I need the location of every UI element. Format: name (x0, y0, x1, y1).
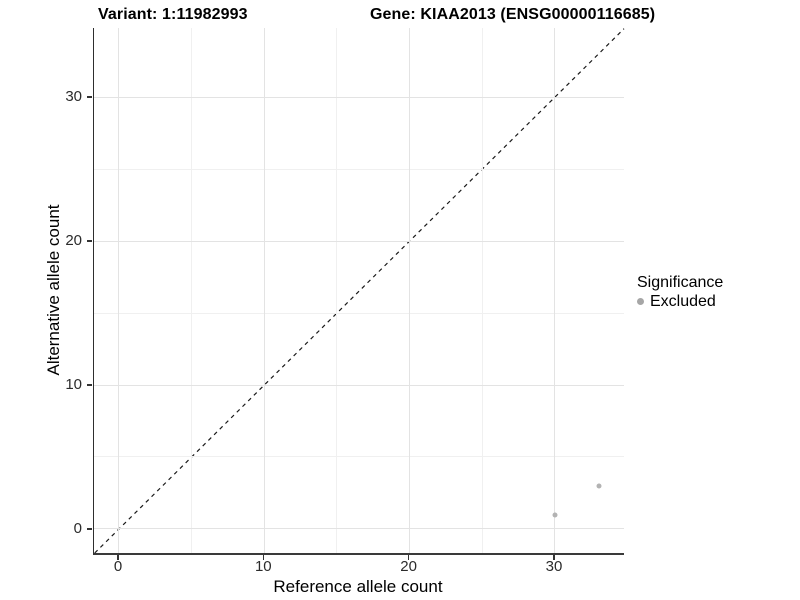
x-tick-mark (553, 555, 555, 560)
legend-point-swatch (637, 298, 644, 305)
plot-title-variant: Variant: 1:11982993 (98, 6, 248, 23)
gridline-y-major (94, 240, 624, 242)
gridline-x-major (554, 28, 556, 553)
y-tick-mark (87, 96, 92, 98)
x-tick-mark (117, 555, 119, 560)
gridline-x-major (409, 28, 411, 553)
x-tick-label: 30 (545, 558, 563, 575)
plot-panel (93, 28, 625, 555)
y-axis-title: Alternative allele count (44, 204, 63, 376)
x-axis-title: Reference allele count (273, 577, 443, 596)
gridline-x-minor (336, 28, 338, 553)
x-tick-mark (262, 555, 265, 560)
gridline-x-minor (481, 28, 483, 553)
identity-line-layer (94, 28, 625, 554)
x-tick-label: 10 (254, 558, 272, 575)
x-tick-label: 20 (400, 558, 417, 575)
legend-title: Significance (637, 274, 724, 291)
gridline-y-major (94, 96, 624, 98)
gridline-y-minor (94, 312, 624, 314)
data-point (596, 483, 602, 489)
y-tick-label: 10 (65, 376, 82, 393)
gridline-x-minor (191, 28, 193, 553)
gridline-y-minor (94, 456, 624, 458)
x-tick-label: 0 (113, 558, 123, 575)
gridline-x-major (263, 28, 265, 553)
y-tick-mark (87, 528, 92, 530)
identity-line (94, 28, 625, 554)
x-tick-mark (407, 555, 410, 560)
y-tick-mark (87, 240, 92, 242)
y-tick-label: 0 (73, 519, 82, 537)
plot-title-gene: Gene: KIAA2013 (ENSG00000116685) (370, 6, 656, 23)
legend-items: Excluded (637, 293, 723, 310)
gridline-y-major (94, 528, 624, 530)
legend-item-label: Excluded (650, 293, 716, 310)
gridline-y-minor (94, 168, 624, 170)
gridline-y-major (94, 384, 624, 386)
legend-item: Excluded (637, 293, 723, 310)
y-tick-label: 20 (65, 232, 82, 250)
y-tick-label: 30 (65, 88, 82, 106)
data-point (552, 512, 558, 518)
legend: Significance Excluded (637, 274, 723, 310)
gridline-x-major (118, 28, 120, 553)
y-tick-mark (87, 384, 92, 386)
